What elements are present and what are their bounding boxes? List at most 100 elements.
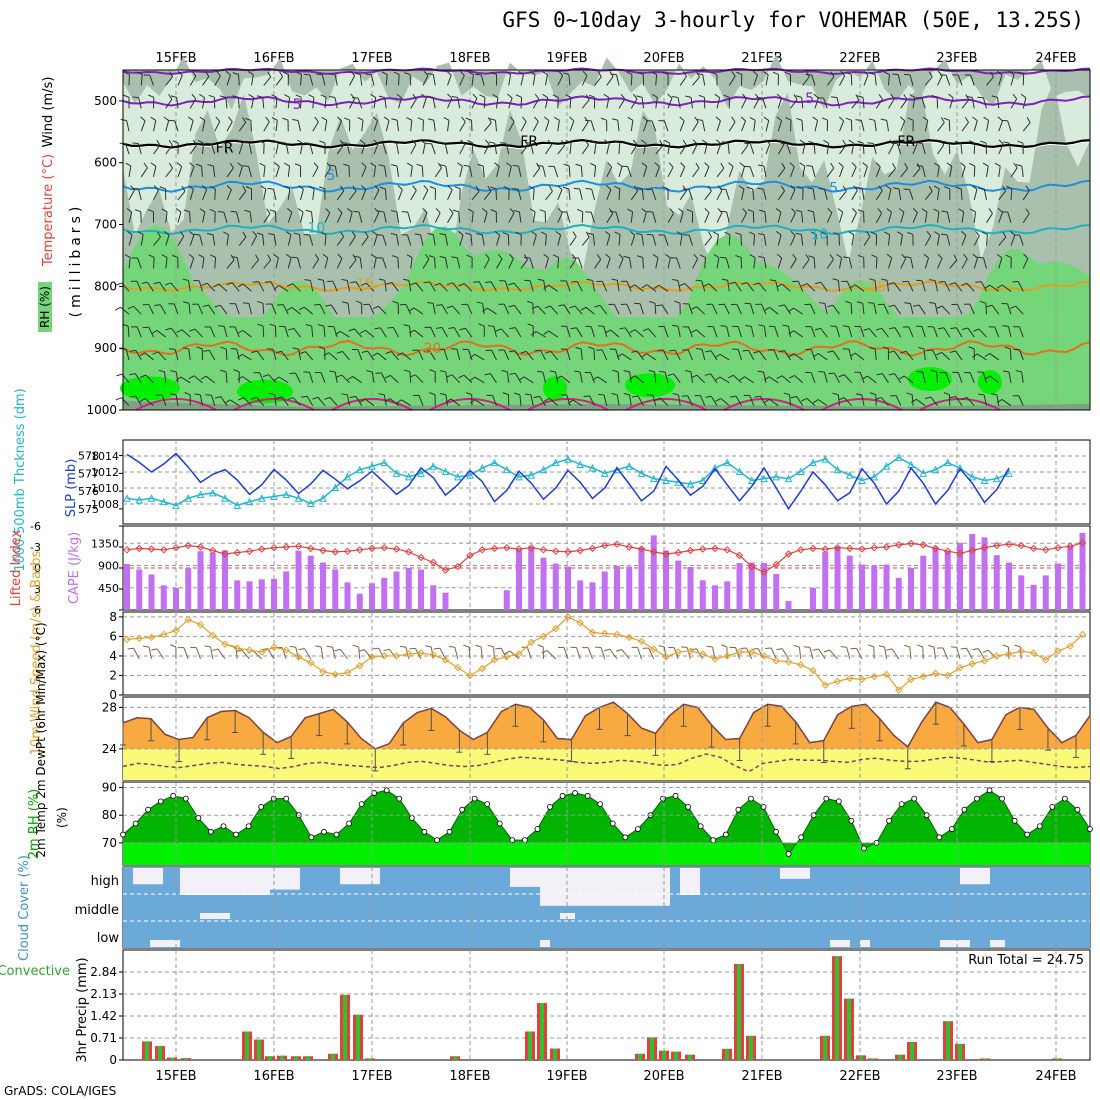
wind10-point	[539, 632, 548, 641]
tick-label: -6	[30, 520, 41, 533]
wind10-point	[846, 674, 854, 683]
lifted-index-point	[1017, 541, 1025, 550]
contour-label: 5	[293, 97, 302, 113]
precip-convective-bar	[871, 1058, 875, 1060]
thickness-point	[527, 470, 536, 479]
rh2m-point	[534, 826, 541, 832]
tick-label: 90	[102, 781, 117, 795]
temp-contour-15	[122, 280, 1091, 292]
cape-bar	[577, 580, 584, 610]
cape-bar	[246, 581, 253, 610]
tick-label: 575	[78, 503, 99, 516]
thickness-point	[282, 490, 291, 499]
thickness-point	[294, 494, 303, 502]
lifted-index-point	[1078, 539, 1087, 547]
thickness-point	[392, 469, 401, 477]
precip-convective-bar	[650, 1037, 654, 1060]
date-label-bottom: 18FEB	[449, 1069, 490, 1084]
thickness-point	[319, 494, 327, 502]
precip-convective-bar	[245, 1031, 249, 1060]
page-title: GFS 0~10day 3-hourly for VOHEMAR (50E, 1…	[502, 8, 1084, 32]
tick-label: 576	[78, 485, 99, 498]
precip-convective-bar	[638, 1053, 642, 1060]
tick-label: 1008	[91, 498, 119, 511]
tick-label: 6	[34, 604, 41, 617]
tick-label: 6	[109, 629, 117, 643]
cape-bar	[748, 562, 755, 610]
rh2m-point	[408, 815, 415, 821]
thickness-point	[796, 467, 805, 476]
wind10-point	[686, 647, 695, 655]
cape-bar	[957, 542, 963, 610]
precip-convective-bar	[553, 1048, 557, 1060]
wind10-point	[331, 670, 339, 679]
wind10-point	[723, 652, 731, 660]
cape-bar	[969, 533, 976, 610]
thickness-point	[698, 476, 707, 484]
cape-bar	[1030, 584, 1037, 610]
thickness-point	[564, 454, 572, 463]
ylabel-cloud: Cloud Cover (%)	[17, 855, 32, 961]
ylabel-temp2m: 2m Temp 2m DewPt (6hr Min/Max) (°C)	[34, 622, 48, 857]
rh2m-point	[496, 820, 503, 827]
rh2m-point	[1024, 831, 1031, 838]
wind10-point	[294, 653, 303, 661]
rh2m-point	[383, 787, 390, 794]
temp-contour-m5	[122, 95, 1091, 107]
tick-label: 80	[102, 808, 117, 822]
cape-bar	[834, 546, 841, 610]
precip-convective-bar	[859, 1055, 863, 1060]
rh2m-point	[208, 828, 214, 835]
rh2m-point	[1074, 806, 1081, 813]
rh2m-point	[358, 801, 365, 808]
cape-bar	[687, 567, 694, 610]
ylabel-thickness: 1000-500mb Thckness (dm)	[13, 388, 28, 571]
cape-bar	[1055, 563, 1061, 610]
lifted-index-point	[552, 547, 560, 555]
wind10-point	[552, 624, 560, 633]
contour-label: 5	[805, 91, 814, 107]
wind10-point	[944, 671, 952, 680]
rh2m-point	[685, 804, 692, 810]
thickness-point	[882, 462, 891, 470]
thickness-point	[257, 494, 266, 502]
thickness-point	[784, 474, 793, 483]
wind10-point	[1042, 656, 1050, 664]
rh2m-point	[258, 804, 265, 810]
freezing-level-line	[122, 139, 1091, 150]
tick-label: 70	[102, 836, 117, 850]
lifted-index-point	[196, 543, 205, 551]
cape-bar	[944, 550, 951, 610]
rh2m-point	[1011, 817, 1018, 824]
lifted-index-point	[490, 544, 499, 553]
lifted-index-point	[968, 546, 976, 555]
wind10-point	[821, 681, 829, 689]
contour-label: FR	[216, 140, 234, 156]
cape-bar	[932, 546, 939, 610]
rh2m-point	[597, 801, 604, 808]
rh2m-point	[622, 834, 629, 841]
wind10-point	[993, 652, 1001, 660]
cape-bar	[638, 547, 645, 610]
wind10-point	[147, 633, 156, 642]
cape-bar	[148, 574, 155, 610]
wind10-point	[441, 656, 450, 664]
ylabel-rh2m-units: (%)	[55, 807, 69, 828]
thickness-point	[600, 469, 609, 477]
wind10-point	[882, 670, 891, 679]
cape-bar	[601, 571, 608, 610]
wind10-point	[797, 661, 805, 669]
wind10-point	[392, 652, 401, 660]
temp-contour-25	[821, 398, 903, 411]
ylabel-cape: CAPE (J/kg)	[67, 532, 82, 604]
rh2m-point	[798, 834, 805, 841]
slp-panel	[122, 439, 1091, 525]
lifted-index-point	[895, 541, 903, 549]
tick-label: 578	[78, 450, 99, 463]
rh-dry-region	[123, 70, 1090, 274]
ylabel-wind10: 10m Wind Speed (m/s) & Barbs	[29, 550, 44, 755]
cape-bar	[785, 601, 792, 610]
lifted-index-point	[466, 551, 474, 560]
cape-bar	[626, 566, 633, 610]
thickness-point	[735, 467, 744, 476]
